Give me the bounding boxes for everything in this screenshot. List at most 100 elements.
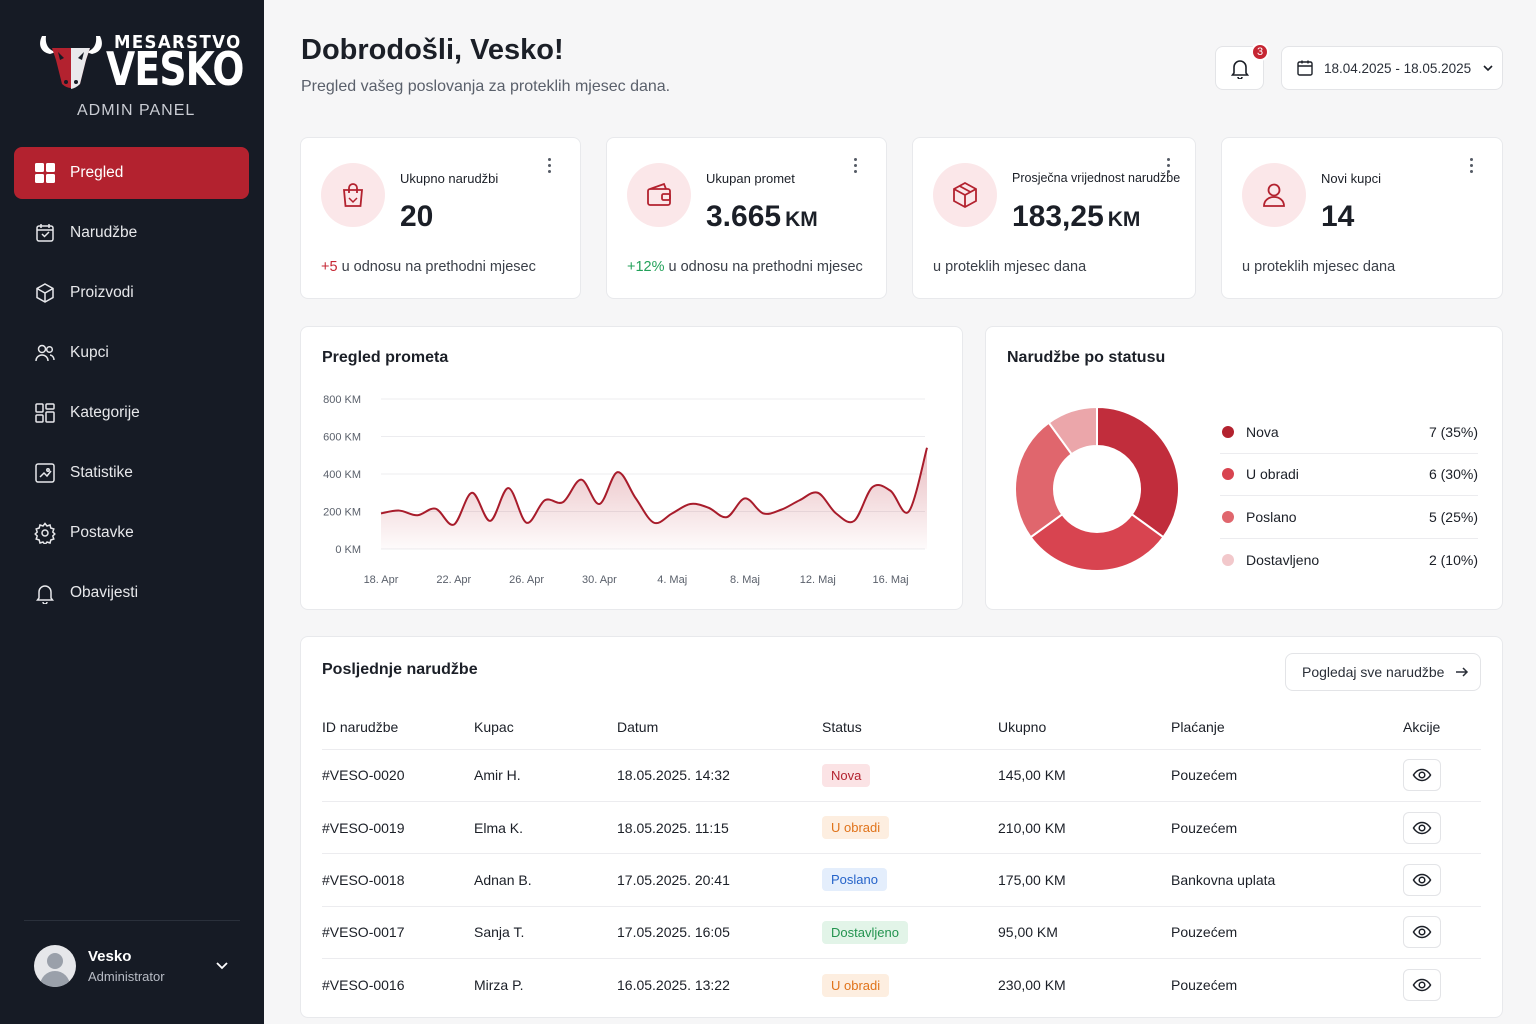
wallet-icon <box>627 163 691 227</box>
x-tick-label: 8. Maj <box>730 574 760 586</box>
column-header[interactable]: Datum <box>617 705 822 750</box>
y-tick-label: 600 KM <box>323 432 361 444</box>
users-icon <box>34 342 56 364</box>
calendar-icon <box>1296 59 1314 77</box>
legend-item-u-obradi: U obradi 6 (30%) <box>1220 454 1478 496</box>
revenue-chart-title: Pregled prometa <box>322 349 449 366</box>
view-all-orders-button[interactable]: Pogledaj sve narudžbe <box>1285 653 1481 691</box>
order-total: 175,00 KM <box>998 853 1171 907</box>
view-order-button[interactable] <box>1403 916 1441 949</box>
stat-label: Prosječna vrijednost narudžbe <box>1012 171 1181 185</box>
y-tick-label: 800 KM <box>323 394 361 406</box>
legend-item-poslano: Poslano 5 (25%) <box>1220 496 1478 539</box>
order-date: 18.05.2025. 11:15 <box>617 801 822 855</box>
date-range-picker[interactable]: 18.04.2025 - 18.05.2025 <box>1281 46 1503 90</box>
stat-value: 14 <box>1321 200 1355 233</box>
sidebar-item-label: Obavijesti <box>70 584 139 601</box>
order-payment: Bankovna uplata <box>1171 853 1403 907</box>
sidebar-item-pregled[interactable]: Pregled <box>14 147 249 199</box>
table-row[interactable]: #VESO-0020 Amir H. 18.05.2025. 14:32 Nova 14… <box>322 749 1481 802</box>
more-options-icon[interactable] <box>548 158 552 173</box>
status-donut-chart[interactable] <box>997 389 1197 589</box>
sidebar-item-proizvodi[interactable]: Proizvodi <box>14 267 249 319</box>
x-tick-label: 18. Apr <box>364 574 399 586</box>
order-payment: Pouzećem <box>1171 977 1238 993</box>
sidebar-item-label: Narudžbe <box>70 224 138 241</box>
revenue-area <box>381 447 927 549</box>
notifications-button[interactable]: 3 <box>1215 43 1269 90</box>
column-header[interactable]: Status <box>822 705 998 750</box>
user-role: Administrator <box>88 969 165 984</box>
donut-slice[interactable] <box>1096 405 1180 539</box>
order-total: 95,00 KM <box>998 906 1171 960</box>
more-options-icon[interactable] <box>1470 158 1474 173</box>
view-order-button[interactable] <box>1403 811 1441 844</box>
order-customer: Amir H. <box>474 749 617 802</box>
y-tick-label: 0 KM <box>335 544 361 556</box>
status-badge: Nova <box>822 763 871 787</box>
sidebar-divider <box>24 920 240 921</box>
order-id[interactable]: #VESO-0017 <box>322 906 474 960</box>
eye-icon <box>1412 975 1432 995</box>
view-order-button[interactable] <box>1403 759 1441 792</box>
legend-dot <box>1222 468 1234 481</box>
donut-slice[interactable] <box>1014 421 1074 539</box>
column-header[interactable]: Ukupno <box>998 705 1171 750</box>
order-id[interactable]: #VESO-0020 <box>322 749 474 802</box>
order-date: 16.05.2025. 13:22 <box>617 977 730 993</box>
sidebar-item-postavke[interactable]: Postavke <box>14 507 249 559</box>
user-icon <box>1242 163 1306 227</box>
y-tick-label: 400 KM <box>323 469 361 481</box>
x-tick-label: 26. Apr <box>509 574 544 586</box>
view-order-button[interactable] <box>1403 969 1441 1001</box>
sidebar-item-kategorije[interactable]: Kategorije <box>14 387 249 439</box>
user-menu[interactable]: Vesko Administrator <box>34 943 240 989</box>
order-id[interactable]: #VESO-0019 <box>322 801 474 855</box>
sidebar-item-label: Statistike <box>70 464 133 481</box>
order-id[interactable]: #VESO-0016 <box>322 977 405 993</box>
table-row[interactable]: #VESO-0019 Elma K. 18.05.2025. 11:15 U obra… <box>322 801 1481 855</box>
order-customer: Mirza P. <box>474 977 524 993</box>
status-badge: Dostavljeno <box>822 920 908 944</box>
revenue-chart[interactable]: 800 KM 600 KM 400 KM 200 KM 0 KM 18. Apr 22. A… <box>301 327 964 611</box>
order-customer: Adnan B. <box>474 853 617 907</box>
stats-icon <box>34 462 56 484</box>
recent-orders-title: Posljednje narudžbe <box>322 661 478 678</box>
stat-card-revenue: Ukupan promet 3.665 KM +12% u odnosu na p… <box>606 137 887 299</box>
view-order-button[interactable] <box>1403 863 1441 896</box>
eye-icon <box>1412 870 1432 890</box>
stat-note: +12% u odnosu na prethodni mjesec <box>627 259 863 275</box>
package-icon <box>933 163 997 227</box>
order-total: 210,00 KM <box>998 801 1171 855</box>
stat-label: Ukupan promet <box>706 171 795 186</box>
column-header[interactable]: ID narudžbe <box>322 705 474 750</box>
stat-card-orders: Ukupno narudžbi 20 +5 u odnosu na pretho… <box>300 137 581 299</box>
sidebar-item-obavijesti[interactable]: Obavijesti <box>14 567 249 619</box>
donut-slice[interactable] <box>1047 405 1098 456</box>
table-row[interactable]: #VESO-0016 Mirza P. 16.05.2025. 13:22 U obr… <box>322 959 1481 1011</box>
column-header[interactable]: Plaćanje <box>1171 705 1403 750</box>
revenue-line[interactable] <box>380 447 928 526</box>
sidebar-item-narudzbe[interactable]: Narudžbe <box>14 207 249 259</box>
order-date: 18.05.2025. 14:32 <box>617 749 822 802</box>
order-id[interactable]: #VESO-0018 <box>322 853 474 907</box>
sidebar-item-statistike[interactable]: Statistike <box>14 447 249 499</box>
x-tick-label: 22. Apr <box>436 574 471 586</box>
date-range-label: 18.04.2025 - 18.05.2025 <box>1324 60 1472 76</box>
stat-label: Ukupno narudžbi <box>400 171 499 186</box>
order-total: 230,00 KM <box>998 977 1066 993</box>
y-tick-label: 200 KM <box>323 507 361 519</box>
legend-dot <box>1222 510 1234 523</box>
brand-top-text: MESARSTVO <box>114 32 242 53</box>
arrow-right-icon <box>1454 664 1470 680</box>
donut-slice[interactable] <box>1029 512 1165 572</box>
more-options-icon[interactable] <box>854 158 858 173</box>
chevron-down-icon[interactable] <box>214 957 230 978</box>
column-header[interactable]: Kupac <box>474 705 617 750</box>
brand-logo[interactable]: MESARSTVO VESKO ADMIN PANEL <box>36 28 244 124</box>
table-row[interactable]: #VESO-0018 Adnan B. 17.05.2025. 20:41 Posla… <box>322 853 1481 907</box>
eye-icon <box>1412 765 1432 785</box>
more-options-icon[interactable] <box>1167 158 1171 173</box>
sidebar-item-kupci[interactable]: Kupci <box>14 327 249 379</box>
table-row[interactable]: #VESO-0017 Sanja T. 17.05.2025. 16:05 Dosta… <box>322 906 1481 960</box>
